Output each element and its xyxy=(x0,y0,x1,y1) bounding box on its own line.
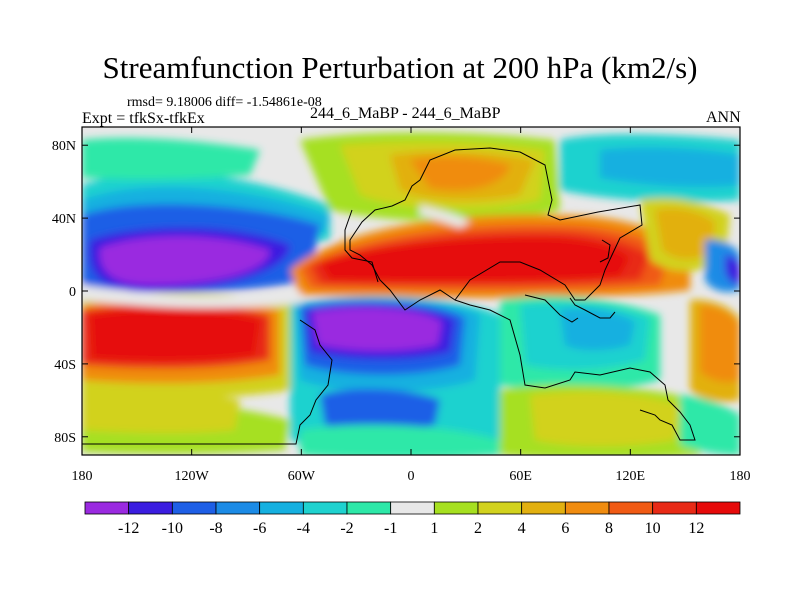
colorbar-label: 1 xyxy=(430,520,438,537)
colorbar-swatch xyxy=(302,501,348,515)
contour-field xyxy=(82,127,740,455)
y-tick-label: 40N xyxy=(52,212,76,227)
coastlines xyxy=(82,147,696,445)
case-label: 244_6_MaBP - 244_6_MaBP xyxy=(310,105,501,122)
x-tick-label: 180 xyxy=(730,469,751,484)
colorbar-swatch xyxy=(477,501,523,515)
colorbar: -12 -10 -8 -6 -4 -2 -1 1 2 4 6 8 10 12 xyxy=(84,501,741,537)
colorbar-swatch xyxy=(652,501,697,515)
experiment-label: Expt = tfkSx-tfkEx xyxy=(82,110,205,127)
colorbar-swatch xyxy=(433,501,479,515)
colorbar-label: -1 xyxy=(384,520,397,537)
colorbar-label: 2 xyxy=(474,520,482,537)
colorbar-swatch xyxy=(259,501,304,515)
colorbar-swatch xyxy=(521,501,566,515)
y-tick-label: 80S xyxy=(54,431,76,446)
colorbar-label: -6 xyxy=(253,520,266,537)
colorbar-label: -12 xyxy=(118,520,139,537)
colorbar-label: 10 xyxy=(645,520,661,537)
stats-label: rmsd= 9.18006 diff= -1.54861e-08 xyxy=(127,95,322,110)
colorbar-swatch xyxy=(128,501,173,515)
colorbar-label: 8 xyxy=(605,520,613,537)
x-tick-label: 180 xyxy=(72,469,93,484)
chart-title: Streamfunction Perturbation at 200 hPa (… xyxy=(102,50,698,85)
colorbar-swatch xyxy=(390,501,435,515)
x-tick-label: 120W xyxy=(175,469,210,484)
colorbar-label: 4 xyxy=(518,520,526,537)
y-tick-label: 80N xyxy=(52,139,76,154)
colorbar-swatch xyxy=(84,501,130,515)
colorbar-swatch xyxy=(695,501,741,515)
axes: 180 120W 60W 0 60E 120E 180 80N 40N 0 40S 80S xyxy=(52,127,751,484)
colorbar-swatch xyxy=(564,501,610,515)
colorbar-label: 6 xyxy=(561,520,569,537)
x-tick-label: 60W xyxy=(288,469,316,484)
colorbar-label: -4 xyxy=(297,520,310,537)
x-tick-label: 60E xyxy=(509,469,532,484)
colorbar-label: 12 xyxy=(688,520,704,537)
colorbar-swatch xyxy=(608,501,654,515)
colorbar-swatch xyxy=(171,501,217,515)
y-tick-label: 0 xyxy=(69,285,76,300)
x-tick-label: 120E xyxy=(616,469,646,484)
season-label: ANN xyxy=(706,109,741,126)
y-tick-label: 40S xyxy=(54,358,76,373)
x-tick-label: 0 xyxy=(408,469,415,484)
colorbar-label: -2 xyxy=(340,520,353,537)
colorbar-label: -10 xyxy=(162,520,183,537)
colorbar-swatch xyxy=(215,501,261,515)
colorbar-swatch xyxy=(346,501,392,515)
colorbar-label: -8 xyxy=(209,520,222,537)
